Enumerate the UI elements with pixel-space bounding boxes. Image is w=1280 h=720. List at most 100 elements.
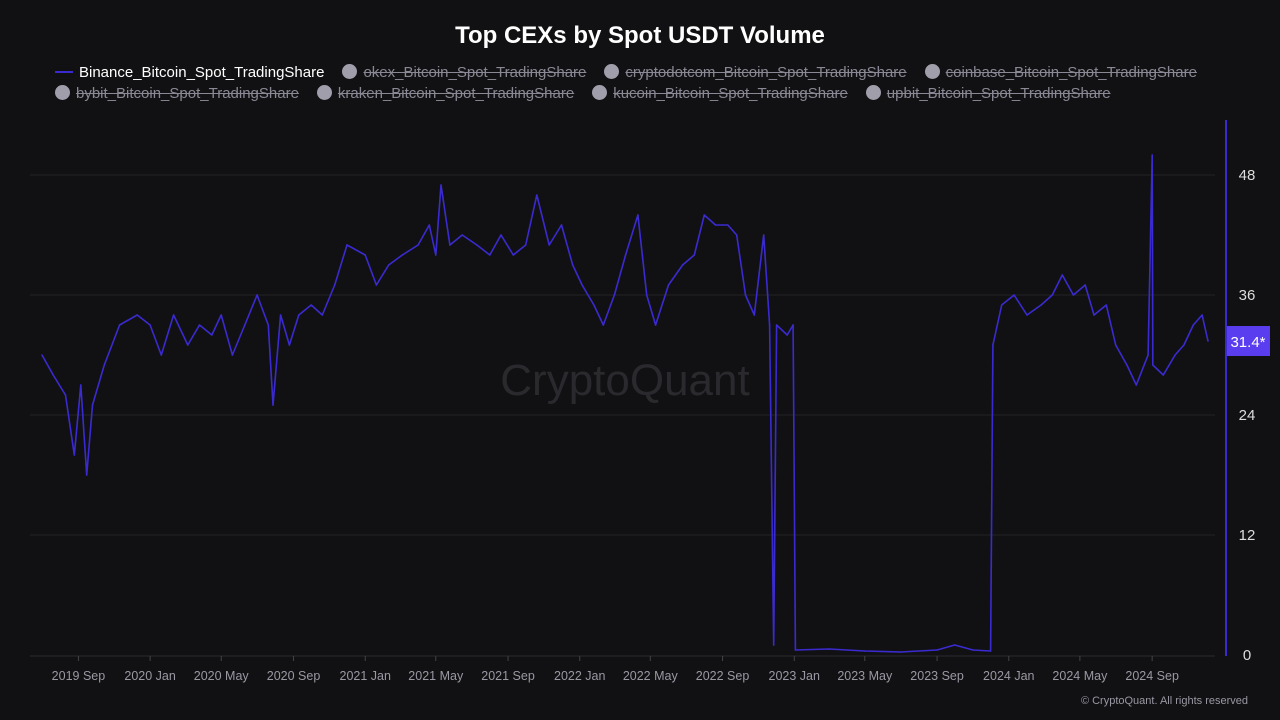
data-point [1151, 154, 1153, 156]
circle-swatch-icon [55, 85, 70, 100]
data-point [714, 224, 717, 226]
data-point [298, 314, 300, 316]
legend-label: bybit_Bitcoin_Spot_TradingShare [76, 85, 299, 102]
legend-item[interactable]: kucoin_Bitcoin_Spot_TradingShare [592, 83, 848, 104]
data-point [936, 649, 938, 651]
data-point [1135, 384, 1138, 386]
data-point [1147, 354, 1149, 356]
data-point [375, 284, 378, 286]
data-point [85, 474, 88, 476]
data-point [624, 254, 627, 256]
legend-item[interactable]: Binance_Bitcoin_Spot_TradingShare [55, 62, 324, 83]
data-point [118, 324, 121, 326]
data-point [1192, 324, 1195, 326]
data-point [288, 344, 291, 346]
data-point [828, 648, 830, 650]
legend-label: kucoin_Bitcoin_Spot_TradingShare [613, 85, 848, 102]
data-point [667, 284, 670, 286]
data-point [1201, 314, 1203, 316]
legend-label: coinbase_Bitcoin_Spot_TradingShare [945, 64, 1197, 81]
data-point [220, 314, 223, 316]
data-point [512, 254, 515, 256]
x-tick-label: 2024 Sep [1125, 669, 1179, 683]
data-point [753, 314, 756, 316]
data-point [186, 344, 189, 346]
x-tick-label: 2021 Sep [481, 669, 535, 683]
line-swatch-icon [55, 71, 73, 73]
x-tick-label: 2020 May [194, 669, 250, 683]
data-point [593, 304, 595, 306]
data-point [1126, 364, 1128, 366]
data-point [198, 324, 201, 326]
legend-item[interactable]: okex_Bitcoin_Spot_TradingShare [342, 62, 586, 83]
data-point [52, 374, 54, 376]
data-point [321, 314, 324, 316]
data-point [333, 284, 336, 286]
data-point [762, 234, 765, 236]
data-point [794, 649, 797, 651]
data-point [1061, 274, 1064, 276]
data-point [863, 650, 866, 652]
legend-item[interactable]: upbit_Bitcoin_Spot_TradingShare [865, 83, 1111, 104]
data-point [571, 264, 574, 266]
data-point [267, 324, 270, 326]
data-point [103, 364, 106, 366]
data-point [79, 384, 82, 386]
data-point [160, 354, 163, 356]
data-point [346, 244, 348, 246]
data-point [727, 224, 729, 226]
data-point [149, 324, 151, 326]
data-point [440, 184, 442, 186]
circle-swatch-icon [592, 85, 608, 100]
data-point [1072, 294, 1075, 296]
legend-label: okex_Bitcoin_Spot_TradingShare [363, 64, 587, 81]
data-point [581, 284, 583, 286]
legend-item[interactable]: cryptodotcom_Bitcoin_Spot_TradingShare [604, 62, 907, 83]
y-tick-label: 0 [1243, 647, 1251, 664]
series-line-binance [41, 154, 1209, 653]
data-point [500, 234, 502, 236]
data-point [64, 394, 67, 396]
legend-item[interactable]: bybit_Bitcoin_Spot_TradingShare [55, 83, 299, 104]
circle-swatch-icon [316, 85, 332, 100]
data-point [536, 194, 538, 196]
x-tick-label: 2021 May [408, 669, 464, 683]
data-point [1051, 294, 1054, 296]
x-tick-label: 2022 Sep [696, 669, 750, 683]
data-point [775, 324, 778, 326]
data-point [602, 324, 605, 326]
legend-label: upbit_Bitcoin_Spot_TradingShare [886, 85, 1111, 102]
data-point [364, 254, 367, 256]
data-point [693, 254, 696, 256]
data-point [1000, 304, 1003, 306]
y-tick-label: 36 [1239, 287, 1256, 304]
data-point [560, 224, 563, 226]
data-point [645, 294, 648, 296]
legend-item[interactable]: coinbase_Bitcoin_Spot_TradingShare [924, 62, 1197, 83]
data-point [654, 324, 657, 326]
chart-title: Top CEXs by Spot USDT Volume [455, 22, 825, 49]
x-tick-label: 2021 Jan [340, 669, 391, 683]
legend-item[interactable]: kraken_Bitcoin_Spot_TradingShare [316, 83, 574, 104]
data-point [136, 314, 139, 316]
legend: Binance_Bitcoin_Spot_TradingShare okex_Bi… [55, 62, 1255, 104]
data-point [768, 324, 771, 326]
data-point [172, 314, 175, 316]
data-point [461, 234, 464, 236]
data-point [1114, 344, 1117, 346]
data-point [272, 404, 274, 406]
data-point [489, 254, 491, 256]
data-point [953, 644, 956, 646]
data-point [613, 294, 616, 296]
x-tick-label: 2019 Sep [52, 669, 106, 683]
data-point [703, 214, 706, 216]
data-point [387, 264, 390, 266]
data-point [992, 344, 994, 346]
circle-swatch-icon [342, 64, 358, 79]
data-point [786, 334, 789, 336]
circle-swatch-icon [924, 64, 940, 79]
x-tick-label: 2022 Jan [554, 669, 605, 683]
y-tick-label: 24 [1239, 407, 1256, 424]
data-point [231, 354, 234, 356]
data-point [1026, 314, 1028, 316]
